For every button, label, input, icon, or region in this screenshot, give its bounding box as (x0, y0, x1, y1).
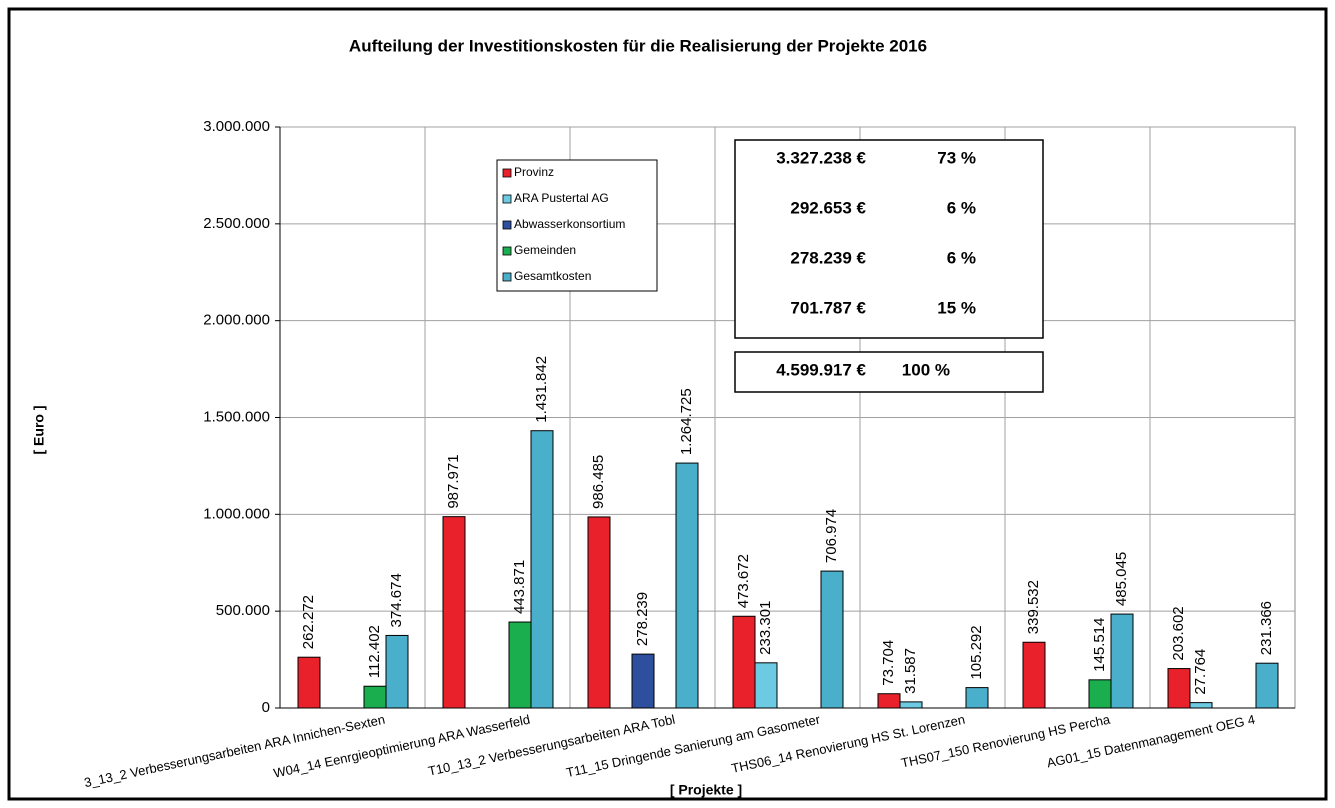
value-label: 31.587 (902, 648, 919, 694)
legend-swatch (502, 194, 512, 204)
value-label: 485.045 (1113, 552, 1130, 606)
legend-swatch (502, 246, 512, 256)
value-label: 145.514 (1091, 618, 1108, 672)
value-label: 231.366 (1258, 601, 1275, 655)
total-percent: 100 % (902, 360, 950, 379)
bar (530, 430, 554, 709)
bar (442, 516, 466, 709)
y-tick-label: 1.000.000 (203, 505, 270, 522)
value-label: 987.971 (445, 454, 462, 508)
bar (1110, 613, 1134, 709)
summary-percent: 15 % (937, 298, 976, 317)
legend-swatch (502, 220, 512, 230)
summary-amount: 3.327.238 € (776, 148, 866, 167)
bar (965, 687, 989, 709)
bar (1167, 668, 1191, 709)
legend-label: Abwasserkonsortium (514, 217, 625, 231)
value-label: 1.431.842 (533, 356, 550, 423)
summary-percent: 73 % (937, 148, 976, 167)
bar (1022, 641, 1046, 709)
y-axis-label: [ Euro ] (31, 406, 47, 455)
bar (754, 662, 778, 709)
value-label: 73.704 (880, 640, 897, 686)
bar (877, 693, 901, 709)
value-label: 233.301 (757, 601, 774, 655)
bar (385, 634, 409, 709)
bar (297, 656, 321, 709)
y-tick-label: 2.500.000 (203, 215, 270, 232)
summary-amount: 278.239 € (790, 248, 866, 267)
legend-box (496, 159, 658, 292)
bar (1255, 662, 1279, 709)
legend-label: Gesamtkosten (514, 269, 591, 283)
value-label: 105.292 (968, 625, 985, 679)
summary-amount: 292.653 € (790, 198, 866, 217)
bar (587, 516, 611, 709)
legend-swatch (502, 272, 512, 282)
value-label: 27.764 (1192, 649, 1209, 695)
legend-label: Gemeinden (514, 243, 576, 257)
value-label: 339.532 (1025, 580, 1042, 634)
summary-amount: 701.787 € (790, 298, 866, 317)
value-label: 443.871 (511, 560, 528, 614)
legend-swatch (502, 168, 512, 178)
value-label: 374.674 (388, 573, 405, 627)
y-tick-label: 500.000 (216, 602, 270, 619)
legend-label: ARA Pustertal AG (514, 191, 609, 205)
value-label: 706.974 (823, 509, 840, 563)
chart-title: Aufteilung der Investitionskosten für di… (349, 36, 927, 55)
summary-box (734, 139, 1044, 339)
bar (732, 615, 756, 709)
x-axis-label: [ Projekte ] (670, 782, 742, 798)
y-tick-label: 1.500.000 (203, 408, 270, 425)
total-amount: 4.599.917 € (776, 360, 866, 379)
value-label: 986.485 (590, 455, 607, 509)
value-label: 278.239 (634, 592, 651, 646)
bar (363, 685, 387, 709)
bar (675, 462, 699, 709)
legend-label: Provinz (514, 165, 554, 179)
y-tick-label: 3.000.000 (203, 118, 270, 135)
bar (1088, 679, 1112, 709)
value-label: 1.264.725 (678, 388, 695, 455)
bar (820, 570, 844, 709)
value-label: 262.272 (300, 595, 317, 649)
bar (899, 701, 923, 709)
value-label: 112.402 (366, 625, 383, 678)
bar (508, 621, 532, 709)
y-tick-label: 2.000.000 (203, 312, 270, 329)
total-box (734, 351, 1044, 393)
bar (1189, 702, 1213, 709)
value-label: 473.672 (735, 554, 752, 608)
value-label: 203.602 (1170, 606, 1187, 660)
y-tick-label: 0 (262, 699, 270, 716)
summary-percent: 6 % (947, 248, 976, 267)
bar (631, 653, 655, 709)
summary-percent: 6 % (947, 198, 976, 217)
